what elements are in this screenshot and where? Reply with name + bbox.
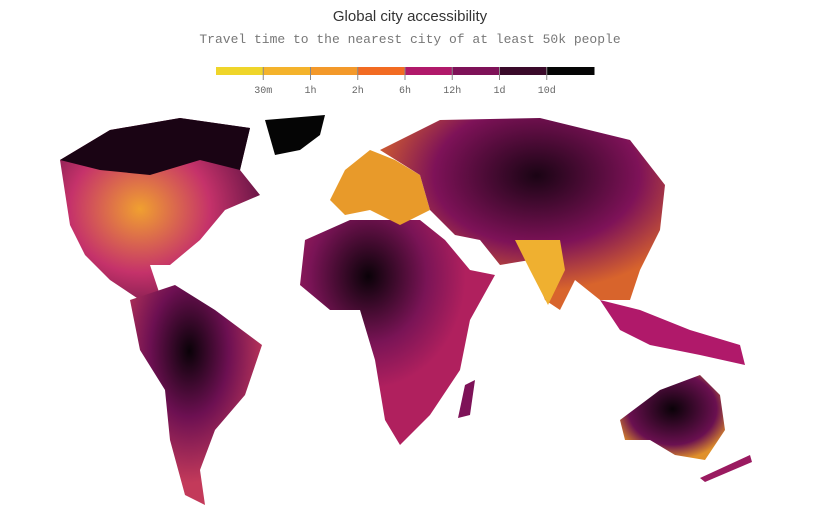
legend-label: 30m xyxy=(254,86,272,97)
new-zealand xyxy=(700,455,752,482)
legend-swatch xyxy=(499,67,548,75)
subtitle: Travel time to the nearest city of at le… xyxy=(199,32,621,47)
australia xyxy=(620,375,725,460)
madagascar xyxy=(458,380,475,418)
legend-swatch xyxy=(405,67,453,75)
legend-swatch xyxy=(452,67,500,75)
legend-swatch xyxy=(263,67,311,75)
south-america xyxy=(130,285,262,505)
legend-label: 2h xyxy=(352,85,364,97)
legend-label: 1d xyxy=(493,85,505,97)
europe xyxy=(330,150,430,225)
legend-label: 6h xyxy=(399,85,411,97)
greenland xyxy=(265,115,325,155)
legend-label: 12h xyxy=(443,85,461,97)
legend-swatch xyxy=(310,67,359,75)
legend-swatch xyxy=(357,67,406,75)
legend-swatch xyxy=(216,67,264,75)
legend: 30m 1h 2h 6h 12h 1d 10d xyxy=(216,67,595,97)
asia xyxy=(380,118,665,310)
india xyxy=(515,240,565,305)
legend-label: 1h xyxy=(304,85,316,97)
legend-label: 10d xyxy=(538,85,556,97)
legend-swatch xyxy=(546,67,595,75)
title: Global city accessibility xyxy=(332,8,488,25)
africa xyxy=(300,220,495,445)
north-america-north xyxy=(60,118,250,175)
southeast-asia xyxy=(600,300,745,365)
